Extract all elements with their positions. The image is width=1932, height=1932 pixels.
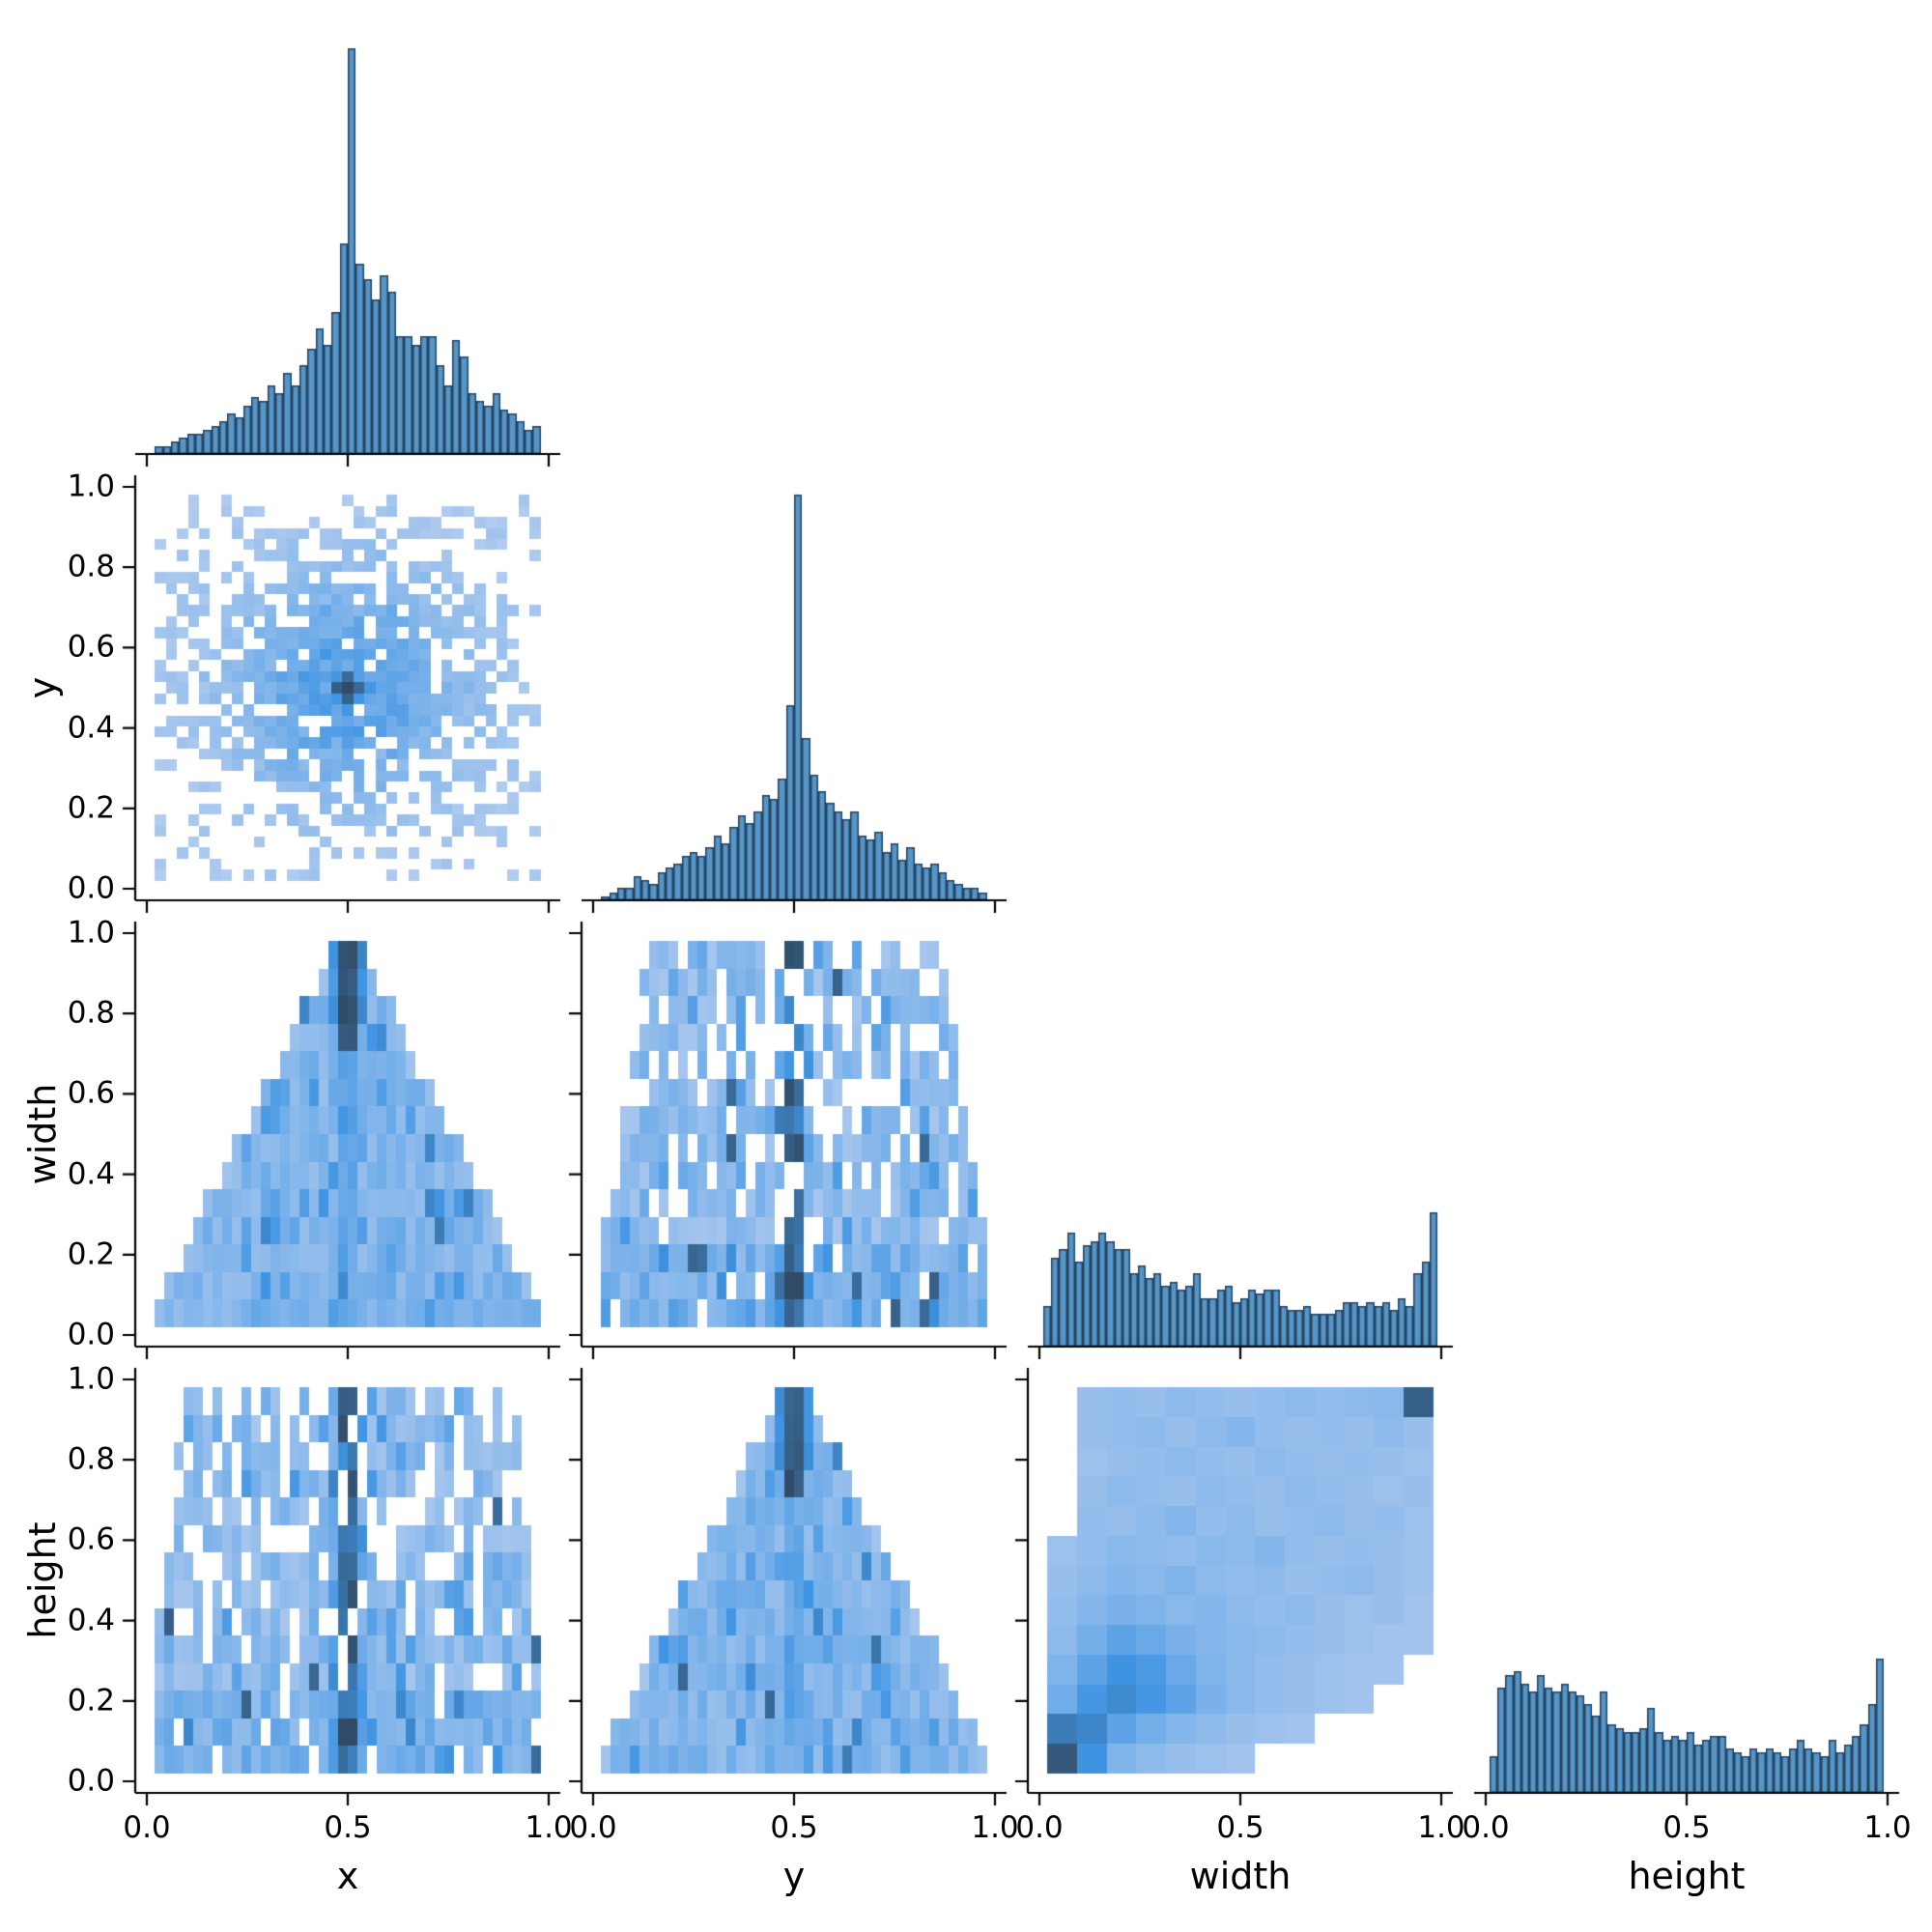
x-tick-label: 0.0 <box>569 1810 617 1845</box>
y-tick-label: 0.8 <box>67 549 115 584</box>
y-axis-label-y: y <box>21 676 64 699</box>
y-tick-label: 0.2 <box>67 790 115 826</box>
y-tick-label: 0.0 <box>67 870 115 906</box>
x-tick-label: 0.0 <box>1015 1810 1064 1845</box>
x-tick-label: 0.0 <box>1462 1810 1510 1845</box>
y-axis-label-height: height <box>21 1521 64 1639</box>
x-tick-label: 0.5 <box>770 1810 818 1845</box>
y-tick-label: 0.4 <box>67 710 115 746</box>
x-tick-label: 0.5 <box>324 1810 372 1845</box>
y-tick-label: 1.0 <box>67 915 115 951</box>
x-axis-label-y: y <box>782 1855 806 1897</box>
y-tick-label: 0.8 <box>67 1441 115 1477</box>
x-axis-label-x: x <box>336 1855 359 1897</box>
y-tick-label: 0.0 <box>67 1763 115 1799</box>
x-tick-label: 1.0 <box>1417 1810 1465 1845</box>
y-tick-label: 0.0 <box>67 1317 115 1352</box>
x-tick-label: 0.5 <box>1216 1810 1264 1845</box>
x-tick-label: 1.0 <box>1863 1810 1912 1845</box>
y-tick-label: 0.6 <box>67 1521 115 1557</box>
y-tick-label: 0.8 <box>67 995 115 1031</box>
y-tick-label: 0.6 <box>67 1075 115 1111</box>
y-tick-label: 0.4 <box>67 1156 115 1192</box>
y-tick-label: 0.4 <box>67 1603 115 1638</box>
x-tick-label: 1.0 <box>525 1810 573 1845</box>
x-tick-label: 0.5 <box>1662 1810 1711 1845</box>
x-axis-label-width: width <box>1189 1855 1292 1897</box>
y-tick-label: 0.2 <box>67 1236 115 1272</box>
x-tick-label: 1.0 <box>971 1810 1019 1845</box>
y-tick-label: 0.2 <box>67 1683 115 1719</box>
x-tick-label: 0.0 <box>123 1810 171 1845</box>
y-axis-label-width: width <box>21 1083 64 1185</box>
x-axis-label-height: height <box>1628 1855 1746 1897</box>
y-tick-label: 0.6 <box>67 629 115 665</box>
y-tick-label: 1.0 <box>67 1361 115 1397</box>
y-tick-label: 1.0 <box>67 469 115 504</box>
